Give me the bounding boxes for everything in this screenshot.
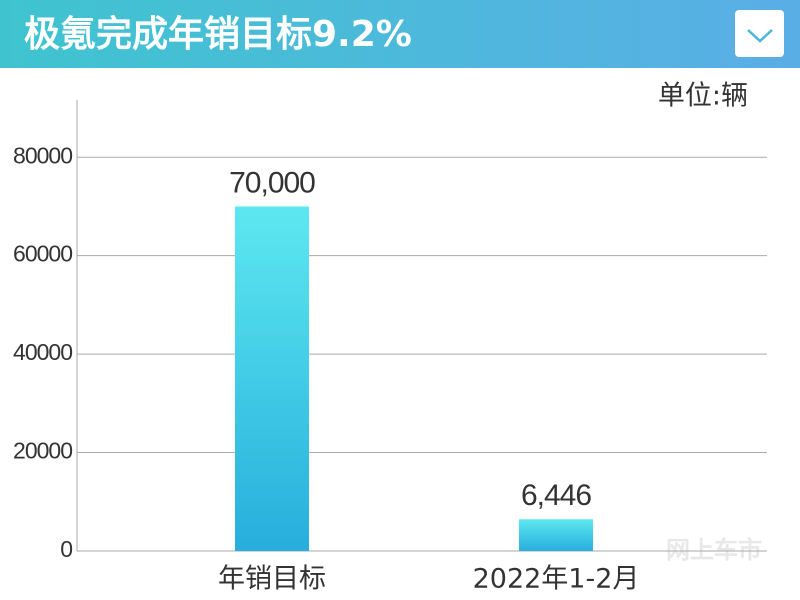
dropdown-box[interactable]	[735, 10, 784, 57]
x-tick-label: 2022年1-2月	[473, 564, 640, 595]
y-tick-label: 40000	[13, 339, 72, 365]
data-label: 6,446	[521, 479, 591, 512]
dropdown-button[interactable]	[735, 10, 784, 57]
y-tick-label: 20000	[13, 438, 72, 464]
header-bar	[0, 0, 800, 68]
bar	[519, 519, 593, 551]
chart-title: 极氪完成年销目标9.2%	[24, 14, 412, 55]
y-tick-label: 80000	[13, 142, 72, 168]
bar	[235, 206, 309, 551]
y-tick-label: 0	[60, 536, 72, 562]
watermark: 网上车市	[666, 536, 762, 564]
chevron[interactable]	[747, 29, 773, 43]
y-tick-label: 60000	[13, 241, 72, 267]
unit-label: 单位:辆	[658, 81, 748, 112]
data-label: 70,000	[229, 166, 315, 199]
x-tick-label: 年销目标	[218, 564, 326, 595]
